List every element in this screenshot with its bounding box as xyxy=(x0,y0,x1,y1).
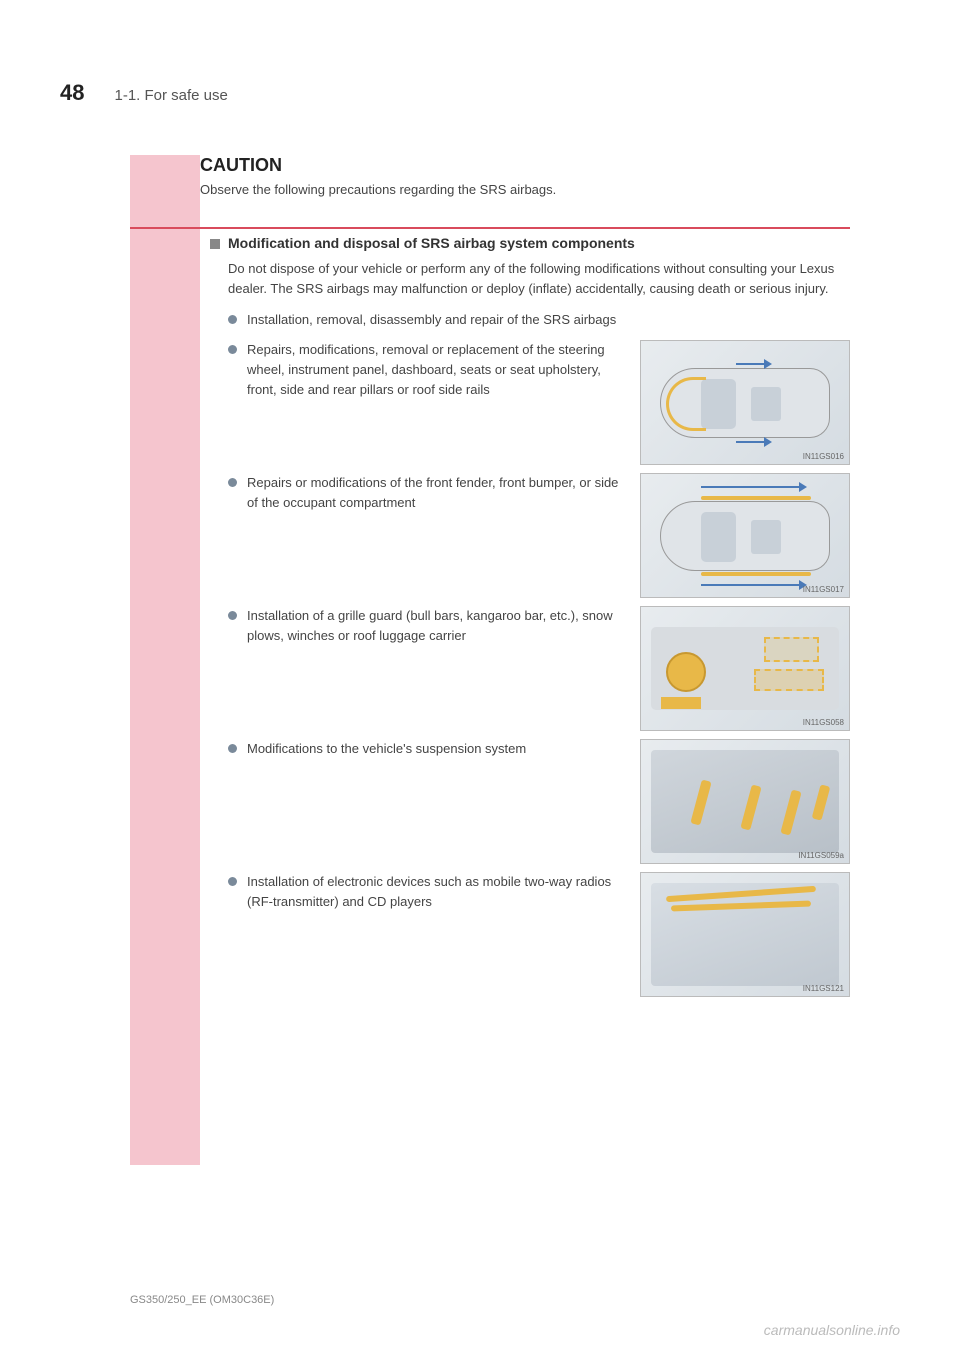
knee-airbag-left-icon xyxy=(661,697,701,709)
dot-bullet-icon xyxy=(228,744,237,753)
dot-bullet-icon xyxy=(228,877,237,886)
image-label: IN11GS058 xyxy=(803,718,844,727)
bullet-text: Modifications to the vehicle's suspensio… xyxy=(247,739,625,759)
steering-wheel-icon xyxy=(666,652,706,692)
passenger-airbag-icon xyxy=(764,637,819,662)
square-bullet-icon xyxy=(210,239,220,249)
bullet-text: Repairs, modifications, removal or repla… xyxy=(247,340,625,400)
footer-reference: GS350/250_EE (OM30C36E) xyxy=(130,1294,274,1306)
content-row: Repairs, modifications, removal or repla… xyxy=(210,340,850,465)
diagram-side-sensors: IN11GS017 xyxy=(640,473,850,598)
dot-bullet-icon xyxy=(228,345,237,354)
side-rail-icon xyxy=(701,496,811,500)
dot-bullet-icon xyxy=(228,611,237,620)
bullet-item: Installation of electronic devices such … xyxy=(210,872,625,912)
bullet-item: Installation, removal, disassembly and r… xyxy=(210,310,850,330)
content-row: Installation of electronic devices such … xyxy=(210,872,850,997)
bullet-item: Repairs, modifications, removal or repla… xyxy=(210,340,625,400)
watermark: carmanualsonline.info xyxy=(764,1322,900,1338)
content-row: Installation of a grille guard (bull bar… xyxy=(210,606,850,731)
arrow-icon xyxy=(701,486,801,488)
diagram-curtain-airbags: IN11GS121 xyxy=(640,872,850,997)
intro-paragraph: Do not dispose of your vehicle or perfor… xyxy=(228,259,850,298)
content-row: Modifications to the vehicle's suspensio… xyxy=(210,739,850,864)
bullet-item: Modifications to the vehicle's suspensio… xyxy=(210,739,625,759)
arrow-icon xyxy=(736,363,766,365)
sub-heading: Modification and disposal of SRS airbag … xyxy=(210,235,850,251)
bullet-text: Installation, removal, disassembly and r… xyxy=(247,310,850,330)
knee-airbag-icon xyxy=(754,669,824,691)
caution-subtitle: Observe the following precautions regard… xyxy=(200,182,850,197)
arrow-icon xyxy=(701,584,801,586)
image-label: IN11GS059a xyxy=(798,851,844,860)
page-header: 48 1-1. For safe use xyxy=(60,80,900,106)
caution-title: CAUTION xyxy=(200,155,850,176)
bullet-text: Installation of electronic devices such … xyxy=(247,872,625,912)
bullet-item: Repairs or modifications of the front fe… xyxy=(210,473,625,513)
content-area: Modification and disposal of SRS airbag … xyxy=(210,235,850,1005)
side-rail-icon xyxy=(701,572,811,576)
section-title: 1-1. For safe use xyxy=(114,87,227,104)
interior-icon xyxy=(651,750,839,853)
dot-bullet-icon xyxy=(228,315,237,324)
page-number: 48 xyxy=(60,80,84,106)
image-label: IN11GS017 xyxy=(803,585,844,594)
dot-bullet-icon xyxy=(228,478,237,487)
caution-header: CAUTION Observe the following precaution… xyxy=(200,155,850,207)
arrow-icon xyxy=(736,441,766,443)
image-label: IN11GS121 xyxy=(803,984,844,993)
content-row: Repairs or modifications of the front fe… xyxy=(210,473,850,598)
bullet-item: Installation of a grille guard (bull bar… xyxy=(210,606,625,646)
diagram-dashboard: IN11GS058 xyxy=(640,606,850,731)
divider-line xyxy=(130,227,850,229)
car-top-view-icon xyxy=(660,501,830,571)
diagram-front-sensors: IN11GS016 xyxy=(640,340,850,465)
bullet-text: Installation of a grille guard (bull bar… xyxy=(247,606,625,646)
bullet-text: Repairs or modifications of the front fe… xyxy=(247,473,625,513)
caution-sidebar xyxy=(130,155,200,1165)
diagram-seat-airbags: IN11GS059a xyxy=(640,739,850,864)
page-footer: GS350/250_EE (OM30C36E) xyxy=(130,1290,830,1308)
page-container: 48 1-1. For safe use CAUTION Observe the… xyxy=(0,0,960,1358)
image-label: IN11GS016 xyxy=(803,452,844,461)
sub-heading-text: Modification and disposal of SRS airbag … xyxy=(228,235,635,251)
car-top-view-icon xyxy=(660,368,830,438)
